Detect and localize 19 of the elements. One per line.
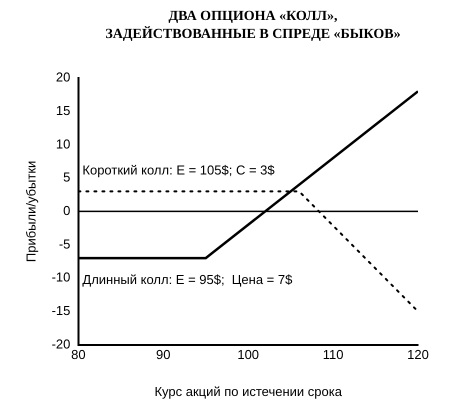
y-tick-label: 20 (56, 70, 70, 85)
x-tick-label: 90 (156, 347, 171, 362)
annotation: Длинный колл: E = 95$; Цена = 7$ (82, 272, 294, 288)
y-tick-label: -5 (58, 236, 70, 252)
y-tick-label: -10 (52, 270, 70, 285)
y-tick-label: -20 (52, 336, 70, 352)
x-tick-label: 110 (322, 347, 344, 362)
x-tick-label: 80 (71, 347, 86, 362)
y-tick-label: -15 (52, 303, 70, 318)
y-tick-label: 0 (63, 202, 70, 218)
chart-title: ДВА ОПЦИОНА «КОЛЛ», ЗАДЕЙСТВОВАННЫЕ В СПРЕДЕ «БЫКОВ» (104, 8, 402, 44)
x-tick-label: 120 (407, 347, 429, 362)
y-tick-label: 15 (56, 102, 70, 118)
x-tick-label: 100 (237, 347, 260, 362)
y-tick-label: 10 (56, 136, 70, 152)
annotation: Короткий колл: E = 105$; C = 3$ (82, 162, 276, 178)
x-axis-title: Курс акций по истечении срока (154, 384, 343, 399)
y-axis-title: Прибыли/убытки (23, 160, 38, 262)
y-tick-label: 5 (63, 170, 70, 185)
